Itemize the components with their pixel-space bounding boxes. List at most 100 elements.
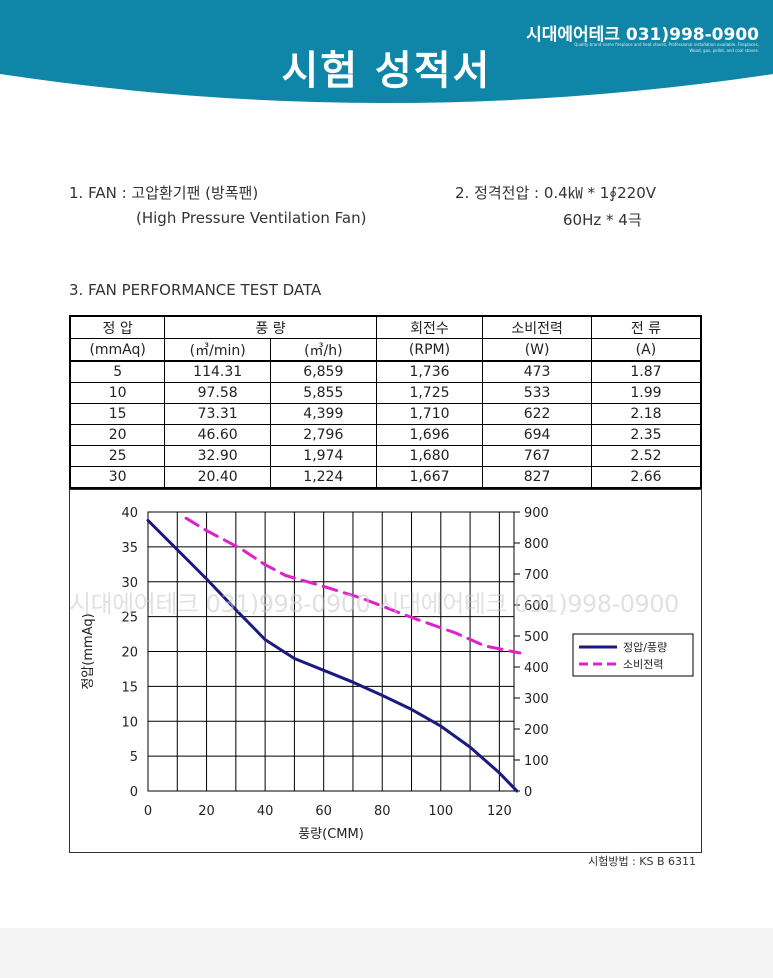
page-title: 시험 성적서 — [281, 48, 492, 94]
unit-m3-h: (㎥/h) — [270, 338, 377, 362]
x-tick-label: 0 — [144, 804, 152, 819]
y2-tick-label: 200 — [524, 723, 549, 738]
performance-table: 정 압 풍 량 회전수 소비전력 전 류 (mmAq) (㎥/min) (㎥/h… — [69, 315, 702, 489]
table-cell: 2.66 — [590, 466, 702, 489]
table-cell: 533 — [482, 382, 592, 404]
y-tick-label: 10 — [121, 715, 138, 730]
table-cell: 1,725 — [375, 382, 484, 404]
y-tick-label: 40 — [121, 506, 138, 521]
company-brand: 시대에어테크 031)998-0900 — [526, 25, 759, 45]
x-tick-label: 20 — [198, 804, 215, 819]
unit-amp: (A) — [590, 338, 702, 362]
test-method: 시험방법 : KS B 6311 — [588, 855, 696, 868]
frequency-poles: 60Hz * 4극 — [563, 211, 642, 229]
y2-tick-label: 600 — [524, 599, 549, 614]
fan-type-english: (High Pressure Ventilation Fan) — [136, 209, 367, 227]
table-cell: 2,796 — [270, 424, 377, 446]
unit-watt: (W) — [482, 338, 592, 362]
table-cell: 97.58 — [164, 382, 272, 404]
legend-label: 정압/풍량 — [623, 641, 667, 654]
table-cell: 1,680 — [375, 445, 484, 467]
table-cell: 15 — [69, 403, 166, 425]
y2-tick-label: 800 — [524, 537, 549, 552]
company-tagline: Quality brand name fireplace and heat st… — [574, 42, 759, 53]
fan-type: 1. FAN : 고압환기팬 (방폭팬) — [69, 184, 259, 202]
y-tick-label: 15 — [121, 680, 138, 695]
y2-tick-label: 100 — [524, 754, 549, 769]
legend-label: 소비전력 — [623, 658, 663, 671]
table-cell: 114.31 — [164, 361, 272, 383]
watermark-text: 시대에어테크 031)998-0900 시대에어테크 031)998-0900 — [69, 590, 679, 618]
y2-tick-label: 900 — [524, 506, 549, 521]
performance-chart-frame: 0 5 10 15 20 25 30 35 40 0 100 200 300 400 500 600 700 80… — [69, 489, 702, 853]
table-cell: 1,974 — [270, 445, 377, 467]
y-tick-label: 25 — [121, 611, 138, 626]
col-header-rpm: 회전수 — [375, 316, 484, 339]
y-axis-title: 정압(mmAq) — [81, 613, 96, 689]
table-cell: 20.40 — [164, 466, 272, 489]
table-cell: 1.87 — [590, 361, 702, 383]
table-row: 5 114.31 6,859 1,736 473 1.87 — [69, 361, 702, 383]
table-cell: 73.31 — [164, 403, 272, 425]
y-tick-label: 5 — [130, 750, 138, 765]
y-tick-label: 35 — [121, 541, 138, 556]
section-heading: 3. FAN PERFORMANCE TEST DATA — [69, 281, 322, 299]
table-cell: 473 — [482, 361, 592, 383]
table-cell: 694 — [482, 424, 592, 446]
rated-voltage: 2. 정격전압 : 0.4㎾ * 1∮220V — [455, 184, 657, 202]
series-line-pressure — [146, 518, 519, 793]
table-cell: 5,855 — [270, 382, 377, 404]
performance-chart: 0510152025303540010020030040050060070080… — [81, 506, 694, 842]
table-cell: 4,399 — [270, 403, 377, 425]
table-row: 25 32.90 1,974 1,680 767 2.52 — [69, 445, 702, 467]
table-cell: 32.90 — [164, 445, 272, 467]
table-cell: 1,710 — [375, 403, 484, 425]
x-tick-label: 60 — [315, 804, 332, 819]
unit-m3-min: (㎥/min) — [164, 338, 272, 362]
y2-tick-label: 0 — [524, 785, 532, 800]
table-cell: 1,224 — [270, 466, 377, 489]
table-row: 20 46.60 2,796 1,696 694 2.35 — [69, 424, 702, 446]
x-tick-label: 80 — [374, 804, 391, 819]
table-cell: 1,667 — [375, 466, 484, 489]
y2-tick-label: 400 — [524, 661, 549, 676]
table-cell: 1.99 — [590, 382, 702, 404]
table-cell: 827 — [482, 466, 592, 489]
table-cell: 2.18 — [590, 403, 702, 425]
y-tick-label: 30 — [121, 576, 138, 591]
table-cell: 2.52 — [590, 445, 702, 467]
col-header-airflow: 풍 량 — [164, 316, 377, 339]
table-cell: 622 — [482, 403, 592, 425]
table-cell: 2.35 — [590, 424, 702, 446]
table-cell: 1,736 — [375, 361, 484, 383]
col-header-power: 소비전력 — [482, 316, 592, 339]
table-cell: 20 — [69, 424, 166, 446]
col-header-pressure: 정 압 — [69, 316, 166, 339]
table-cell: 30 — [69, 466, 166, 489]
x-tick-label: 100 — [428, 804, 453, 819]
col-header-current: 전 류 — [590, 316, 702, 339]
table-cell: 46.60 — [164, 424, 272, 446]
y2-tick-label: 300 — [524, 692, 549, 707]
table-cell: 1,696 — [375, 424, 484, 446]
table-cell: 5 — [69, 361, 166, 383]
y2-tick-label: 700 — [524, 568, 549, 583]
table-cell: 10 — [69, 382, 166, 404]
table-cell: 767 — [482, 445, 592, 467]
table-row: 10 97.58 5,855 1,725 533 1.99 — [69, 382, 702, 404]
unit-rpm: (RPM) — [375, 338, 484, 362]
y-tick-label: 20 — [121, 646, 138, 661]
legend-box — [572, 633, 694, 677]
y2-tick-label: 500 — [524, 630, 549, 645]
x-axis-title: 풍량(CMM) — [298, 827, 364, 842]
header-banner — [0, 0, 773, 103]
page-footer — [0, 928, 773, 978]
table-cell: 6,859 — [270, 361, 377, 383]
x-tick-label: 120 — [487, 804, 512, 819]
x-tick-label: 40 — [257, 804, 274, 819]
table-row: 15 73.31 4,399 1,710 622 2.18 — [69, 403, 702, 425]
table-cell: 25 — [69, 445, 166, 467]
unit-mmaq: (mmAq) — [69, 338, 166, 362]
series-line-power — [184, 516, 522, 655]
y-tick-label: 0 — [130, 785, 138, 800]
